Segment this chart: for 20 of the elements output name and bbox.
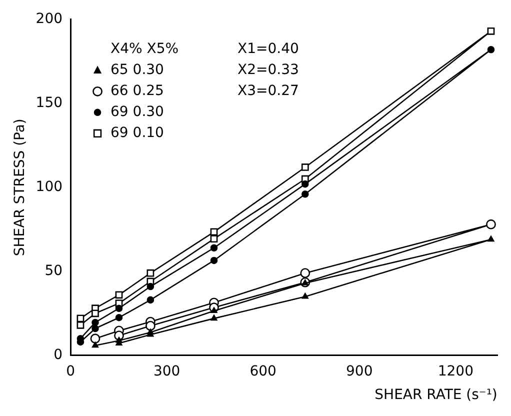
annotation: X1=0.40 <box>238 41 299 58</box>
y-tick-label: 100 <box>36 179 63 196</box>
y-tick-label: 150 <box>36 95 63 112</box>
legend-label: 69 0.10 <box>110 125 164 142</box>
x-tick-label: 1200 <box>438 363 474 380</box>
x-tick-label: 0 <box>66 363 75 380</box>
x-tick-label: 900 <box>346 363 373 380</box>
y-tick-label: 200 <box>36 11 63 28</box>
legend-label: 69 0.30 <box>110 104 164 120</box>
y-axis-title: SHEAR STRESS (Pa) <box>12 118 28 256</box>
y-tick-label: 50 <box>44 263 63 280</box>
y-tick-label: 0 <box>54 347 63 364</box>
x-tick-label: 600 <box>250 363 276 380</box>
x-axis-title: SHEAR RATE (s⁻¹) <box>374 387 498 404</box>
legend-label: 66 0.25 <box>110 83 164 100</box>
legend-title: X4% X5% <box>110 41 179 58</box>
annotation: X3=0.27 <box>238 83 299 100</box>
legend-label: 65 0.30 <box>110 62 164 78</box>
annotation: X2=0.33 <box>238 62 299 78</box>
x-tick-label: 300 <box>153 363 180 380</box>
